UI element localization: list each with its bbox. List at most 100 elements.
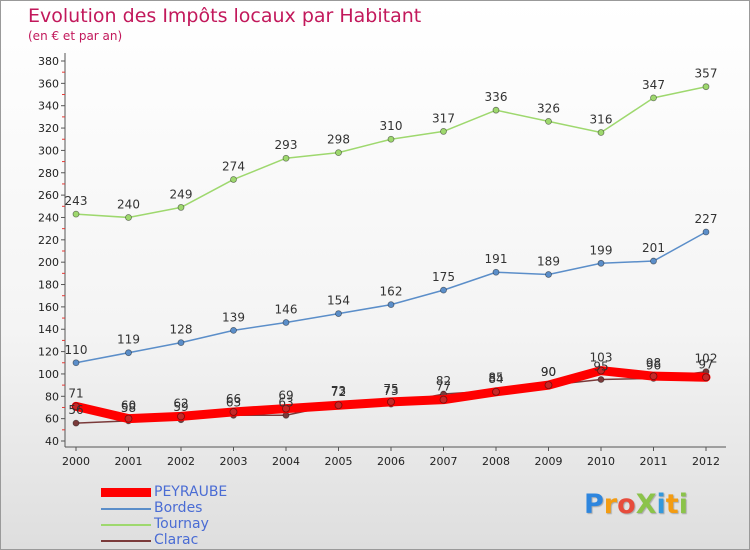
legend-swatch-peyraube — [101, 488, 151, 497]
legend-label: Tournay — [154, 516, 209, 532]
x-tick-label: 2008 — [482, 455, 510, 468]
data-label: 357 — [695, 67, 718, 81]
data-label: 66 — [226, 392, 241, 406]
y-tick-label: 60 — [45, 413, 59, 426]
data-point — [702, 228, 710, 236]
data-point — [177, 412, 185, 421]
data-point — [387, 397, 395, 406]
data-point — [650, 257, 657, 265]
data-label: 60 — [121, 399, 136, 413]
data-label: 154 — [327, 294, 350, 308]
data-label: 90 — [541, 365, 556, 379]
x-tick-label: 2005 — [325, 455, 353, 468]
data-point — [125, 349, 132, 357]
x-tick-label: 2006 — [377, 455, 405, 468]
x-tick-label: 2011 — [640, 455, 668, 468]
data-label: 139 — [222, 310, 245, 324]
data-label: 201 — [642, 241, 665, 255]
x-tick-label: 2004 — [272, 455, 300, 468]
data-point — [440, 286, 447, 294]
data-point — [439, 395, 448, 404]
y-tick-label: 360 — [38, 77, 59, 90]
data-point — [177, 204, 185, 211]
data-point — [125, 214, 132, 221]
data-label: 77 — [436, 380, 451, 394]
y-tick-label: 200 — [38, 256, 59, 269]
data-label: 96 — [646, 358, 661, 372]
data-point — [650, 94, 657, 102]
data-point — [597, 129, 605, 136]
y-tick-label: 300 — [38, 144, 59, 157]
chart-title: Evolution des Impôts locaux par Habitant — [28, 5, 422, 27]
x-tick-label: 2010 — [587, 455, 615, 468]
data-label: 274 — [222, 159, 245, 173]
x-tick-label: 2003 — [220, 455, 248, 468]
data-point — [597, 259, 605, 267]
legend-swatch-clarac — [101, 540, 151, 542]
data-label: 240 — [117, 197, 140, 211]
data-point — [597, 376, 605, 383]
legend-label: Bordes — [154, 500, 203, 516]
data-point — [492, 268, 500, 276]
data-point — [492, 106, 500, 114]
chart-subtitle: (en € et par an) — [28, 29, 123, 43]
data-label: 110 — [65, 343, 88, 357]
data-label: 102 — [695, 352, 718, 366]
data-label: 316 — [590, 113, 613, 127]
series-layer — [71, 83, 711, 427]
data-point — [545, 117, 552, 125]
axes: 40 60 80 100 120 140 160 180 200 220 240 260 280 300 3… — [38, 53, 726, 468]
data-label: 191 — [485, 252, 508, 266]
data-label: 249 — [170, 187, 193, 201]
data-point — [230, 326, 237, 334]
data-point — [387, 301, 395, 309]
data-point — [72, 210, 80, 218]
data-point — [72, 359, 80, 367]
data-label: 63 — [226, 395, 241, 409]
x-tick-label: 2009 — [535, 455, 563, 468]
data-point — [492, 387, 500, 396]
data-label: 56 — [68, 403, 83, 417]
data-point — [335, 149, 342, 157]
data-label: 72 — [331, 385, 346, 399]
data-label: 103 — [590, 351, 613, 365]
data-point — [440, 128, 447, 135]
data-label: 97 — [698, 357, 713, 371]
data-label: 128 — [170, 323, 193, 337]
data-label: 146 — [275, 303, 298, 317]
y-tick-label: 80 — [45, 390, 59, 403]
data-label: 189 — [537, 254, 560, 268]
x-tick-label: 2002 — [167, 455, 195, 468]
data-label: 73 — [331, 384, 346, 398]
data-label: 243 — [65, 194, 88, 208]
y-tick-label: 40 — [45, 435, 59, 448]
data-label: 317 — [432, 111, 455, 125]
y-tick-label: 220 — [38, 234, 59, 247]
data-point — [649, 372, 658, 381]
y-tick-label: 320 — [38, 122, 59, 135]
data-label: 62 — [173, 396, 188, 410]
data-point — [282, 404, 290, 413]
data-label: 98 — [646, 356, 661, 370]
data-label: 162 — [380, 285, 403, 299]
data-label: 84 — [488, 372, 503, 386]
data-label: 336 — [485, 90, 508, 104]
data-label: 85 — [488, 371, 503, 385]
data-label: 310 — [380, 119, 403, 133]
data-point — [702, 373, 710, 382]
data-point — [72, 419, 80, 427]
data-point — [124, 414, 133, 423]
legend-label: Clarac — [154, 532, 199, 548]
y-tick-label: 380 — [38, 55, 59, 68]
data-label: 227 — [695, 212, 718, 226]
x-tick-label: 2001 — [115, 455, 143, 468]
y-tick-label: 260 — [38, 189, 59, 202]
data-point — [597, 366, 605, 375]
data-point — [334, 401, 343, 410]
data-label: 175 — [432, 270, 455, 284]
data-point — [177, 339, 185, 347]
data-point — [230, 176, 237, 183]
y-tick-label: 120 — [38, 346, 59, 359]
